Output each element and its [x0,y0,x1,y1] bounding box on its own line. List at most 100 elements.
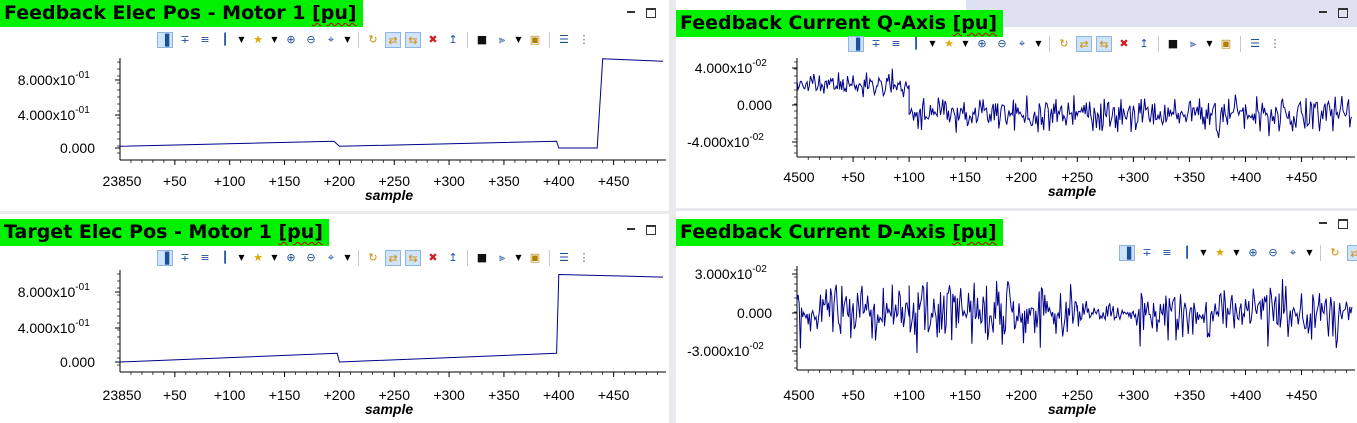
chevron-down-icon[interactable]: ▼ [271,35,278,44]
sync-icon[interactable]: ⇄ [385,32,401,48]
x-tick-label: +300 [433,173,465,189]
zoom-out-icon[interactable]: ⊖ [306,33,316,46]
chevron-down-icon[interactable]: ▼ [962,39,969,48]
x-tick-label: 4500 [783,387,814,403]
chevron-down-icon[interactable]: ▼ [929,39,936,48]
filter-icon[interactable]: ⫸ [498,251,506,264]
cursor-icon[interactable]: ∓ [180,33,190,46]
more-icon[interactable]: ⋮ [578,33,590,46]
delete-icon[interactable]: ✖ [1119,37,1129,50]
lock-icon[interactable]: ▣ [529,33,541,46]
chevron-down-icon[interactable]: ▼ [1200,248,1207,257]
lock-icon[interactable]: ▣ [529,251,541,264]
chevron-down-icon[interactable]: ▼ [1035,39,1042,48]
lock-icon[interactable]: ▣ [1220,37,1232,50]
binoculars-icon[interactable]: ■ [476,33,488,46]
chevron-down-icon[interactable]: ▼ [1233,248,1240,257]
star-icon[interactable]: ★ [944,37,954,50]
measure-icon[interactable]: ≡ [200,251,210,264]
cursor-icon[interactable]: ∓ [871,37,881,50]
zoom-in-icon[interactable]: ⊕ [977,37,987,50]
zoom-in-icon[interactable]: ⊕ [286,251,296,264]
filter-icon[interactable]: ⫸ [498,33,506,46]
zoom-fit-icon[interactable]: ⌖ [327,33,335,46]
export-icon[interactable]: ↥ [448,33,458,46]
zoom-in-icon[interactable]: ⊕ [286,33,296,46]
more-icon[interactable]: ⋮ [1269,37,1281,50]
properties-icon[interactable]: ☰ [1250,37,1260,50]
zoom-out-icon[interactable]: ⊖ [1268,246,1278,259]
delete-icon[interactable]: ✖ [428,251,438,264]
align-icon[interactable]: ▐ [848,36,864,52]
x-tick-label: 23850 [103,173,142,189]
maximize-icon[interactable] [1338,8,1348,18]
align-icon[interactable]: ▐ [157,32,173,48]
sync-icon[interactable]: ⇄ [385,250,401,266]
minimize-icon[interactable] [626,225,636,235]
maximize-icon[interactable] [646,8,656,18]
delete-icon[interactable]: ✖ [428,33,438,46]
x-tick-label: +150 [269,173,301,189]
zoom-fit-icon[interactable]: ⌖ [327,251,335,264]
line-chart[interactable]: 0.000 4.000x10-01 8.000x10-01 23850 +50 +100 +… [0,0,669,211]
star-icon[interactable]: ★ [1215,246,1225,259]
chevron-down-icon[interactable]: ▼ [515,35,522,44]
toolbar-separator [549,32,550,48]
measure-icon[interactable]: ≡ [1162,246,1172,259]
chevron-down-icon[interactable]: ▼ [515,253,522,262]
sync-all-icon[interactable]: ⇆ [405,32,421,48]
chevron-down-icon[interactable]: ▼ [238,35,245,44]
maximize-icon[interactable] [646,225,656,235]
zoom-out-icon[interactable]: ⊖ [306,251,316,264]
cursor-icon[interactable]: ∓ [180,251,190,264]
chevron-down-icon[interactable]: ▼ [238,253,245,262]
binoculars-icon[interactable]: ■ [476,251,488,264]
minimize-icon[interactable] [1318,8,1328,18]
sync-all-icon[interactable]: ⇆ [405,250,421,266]
x-tick-label: +350 [488,173,520,189]
line-chart[interactable]: 0.000 4.000x10-01 8.000x10-01 23850 +50 +100 +… [0,214,669,423]
sync-all-icon[interactable]: ⇆ [1096,36,1112,52]
zoom-fit-icon[interactable]: ⌖ [1018,37,1026,50]
chevron-down-icon[interactable]: ▼ [271,253,278,262]
align-icon[interactable]: ▐ [157,250,173,266]
cursor-icon[interactable]: ∓ [1142,246,1152,259]
line-chart[interactable]: -3.000x10-02 0.000 3.000x10-02 4500 +50 +100 +… [676,211,1357,423]
chevron-down-icon[interactable]: ▼ [344,253,351,262]
export-icon[interactable]: ↥ [448,251,458,264]
export-icon[interactable]: ↥ [1139,37,1149,50]
zoom-in-icon[interactable]: ⊕ [1248,246,1258,259]
minimize-icon[interactable] [626,8,636,18]
refresh-icon[interactable]: ↻ [368,33,378,46]
refresh-icon[interactable]: ↻ [1059,37,1069,50]
marker-icon[interactable]: ┃ [221,33,229,46]
more-icon[interactable]: ⋮ [578,251,590,264]
zoom-out-icon[interactable]: ⊖ [997,37,1007,50]
chevron-down-icon[interactable]: ▼ [1206,39,1213,48]
measure-icon[interactable]: ≡ [200,33,210,46]
marker-icon[interactable]: ┃ [221,251,229,264]
star-icon[interactable]: ★ [253,251,263,264]
zoom-fit-icon[interactable]: ⌖ [1289,246,1297,259]
align-icon[interactable]: ▐ [1119,245,1135,261]
star-icon[interactable]: ★ [253,33,263,46]
chevron-down-icon[interactable]: ▼ [344,35,351,44]
filter-icon[interactable]: ⫸ [1189,37,1197,50]
x-tick-label: +400 [543,173,575,189]
marker-icon[interactable]: ┃ [1183,246,1191,259]
sync-icon[interactable]: ⇄ [1347,245,1357,261]
maximize-icon[interactable] [1338,219,1348,229]
properties-icon[interactable]: ☰ [559,251,569,264]
marker-icon[interactable]: ┃ [912,37,920,50]
sync-icon[interactable]: ⇄ [1076,36,1092,52]
refresh-icon[interactable]: ↻ [1330,246,1340,259]
line-chart[interactable]: -4.000x10-02 0.000 4.000x10-02 4500 +50 +100 +… [676,0,1357,208]
x-tick-label: +100 [214,387,246,403]
x-tick-label: +150 [269,387,301,403]
measure-icon[interactable]: ≡ [891,37,901,50]
refresh-icon[interactable]: ↻ [368,251,378,264]
binoculars-icon[interactable]: ■ [1167,37,1179,50]
properties-icon[interactable]: ☰ [559,33,569,46]
minimize-icon[interactable] [1318,219,1328,229]
chevron-down-icon[interactable]: ▼ [1306,248,1313,257]
